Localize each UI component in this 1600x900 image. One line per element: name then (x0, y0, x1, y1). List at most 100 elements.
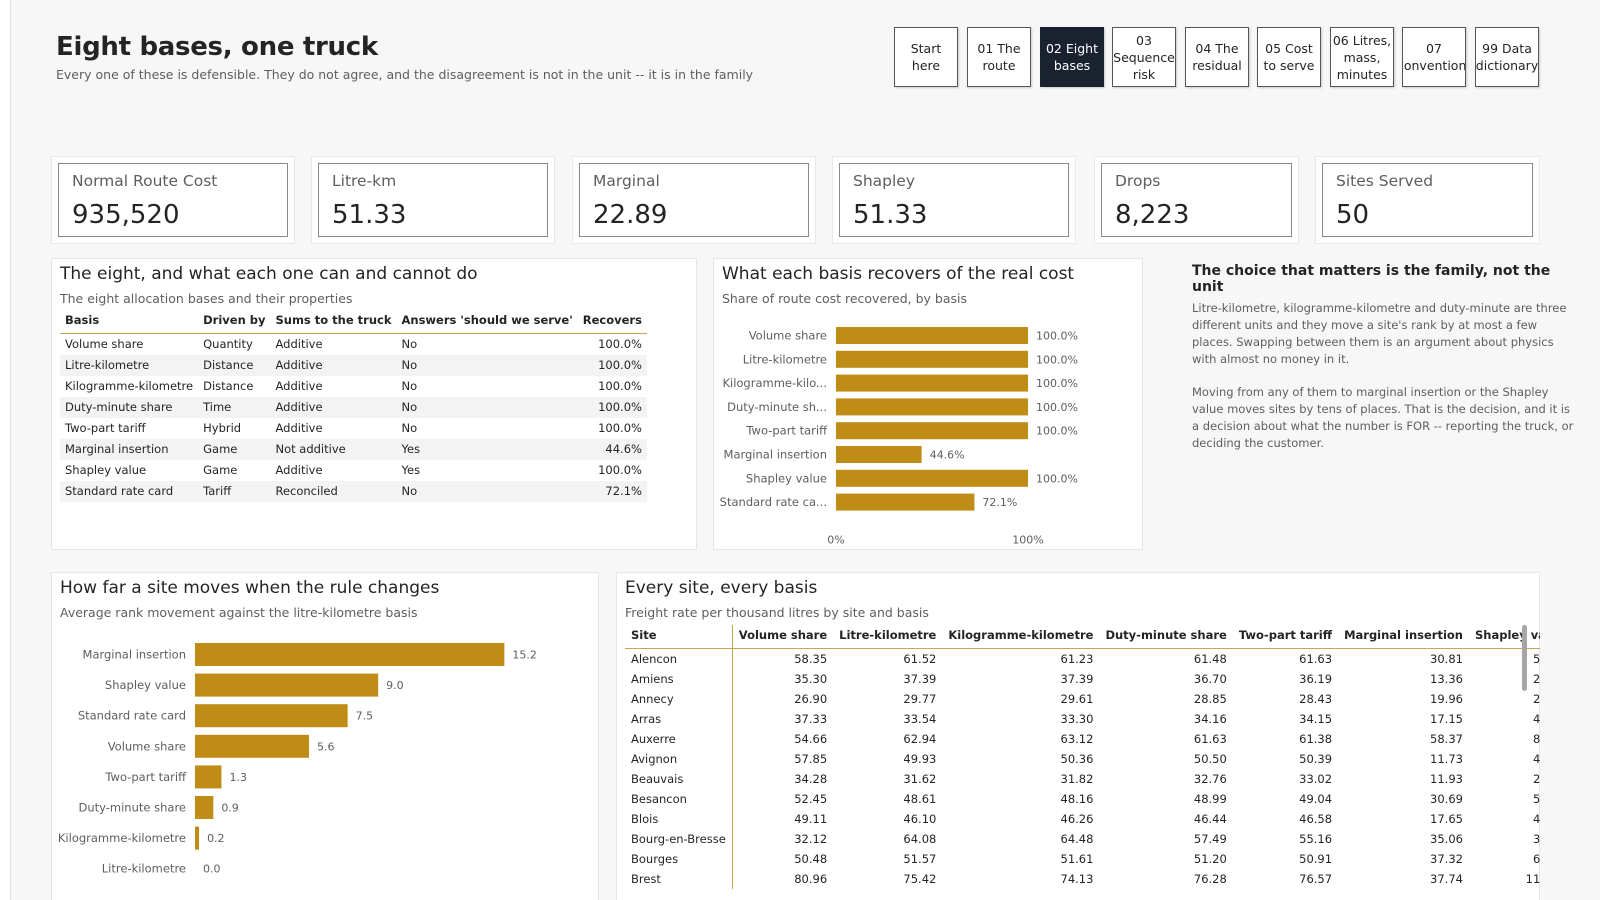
column-header-sums-to-the-truck[interactable]: Sums to the truck (270, 309, 397, 334)
rate-cell: 31.62 (903, 771, 937, 786)
column-header-shapley-value[interactable]: Shapley value (1468, 625, 1540, 649)
nav-button-03-sequence-risk[interactable]: 03 Sequence risk (1112, 27, 1176, 87)
column-header-duty-minute-share[interactable]: Duty-minute share (1099, 625, 1233, 649)
rate-cell: 50.91 (1299, 851, 1333, 866)
nav-button-start-here[interactable]: Start here (894, 27, 958, 87)
nav-button-07-conventions[interactable]: 07 Conventions (1402, 27, 1466, 87)
site-name-cell: Bourg-en-Bresse (625, 828, 733, 849)
kpi-card-frame: Normal Route Cost 935,520 (58, 163, 288, 237)
table-cell: Distance (203, 379, 254, 393)
recover-bar-chart: Volume share 100.0% Litre-kilometre 100.0% K… (720, 327, 1078, 546)
rate-cell: 85.92 (1532, 731, 1540, 746)
data-label: 100.0% (1036, 377, 1078, 390)
rate-cell: 29.57 (1532, 671, 1540, 686)
table-cell: Hybrid (203, 421, 242, 435)
column-header-litre-kilometre[interactable]: Litre-kilometre (833, 625, 943, 649)
nav-button-02-eight-bases[interactable]: 02 Eight bases (1040, 27, 1104, 87)
rate-cell: 34.28 (794, 771, 828, 786)
bar-litre-kilometre (836, 350, 1028, 368)
category-label: Two-part tariff (745, 424, 828, 438)
table-row: Two-part tariff Hybrid Additive No 100.0% (60, 418, 647, 439)
site-name-cell: Alencon (625, 648, 733, 669)
column-header-basis[interactable]: Basis (60, 309, 199, 334)
table-row: Kilogramme-kilometre Distance Additive No 10… (60, 376, 647, 397)
rate-cell: 50.50 (1193, 751, 1227, 766)
column-header-site[interactable]: Site (625, 625, 733, 649)
data-label: 100.0% (1036, 425, 1078, 438)
data-label: 72.1% (982, 496, 1017, 509)
category-label: Shapley value (746, 471, 827, 485)
table-cell: Kilogramme-kilometre (65, 379, 194, 393)
table-cell: Shapley value (65, 463, 147, 477)
rate-cell: 55.16 (1299, 831, 1333, 846)
column-header-driven-by[interactable]: Driven by (198, 309, 271, 334)
nav-button-06-litres-mass-minutes[interactable]: 06 Litres, mass, minutes (1330, 27, 1394, 87)
bar-kilogramme-kilo (836, 374, 1028, 392)
rate-cell: 36.19 (1299, 671, 1333, 686)
rate-cell: 20.89 (1532, 771, 1540, 786)
kpi-card-frame: Shapley 51.33 (839, 163, 1069, 237)
recover-chart-subtitle: Share of route cost recovered, by basis (722, 291, 967, 306)
sites-table-viewport[interactable]: Site Volume share Litre-kilometre Kilogramm… (625, 625, 1540, 890)
note-paragraph-1: Litre-kilometre, kilogramme-kilometre an… (1192, 301, 1567, 366)
rate-cell: 61.23 (1060, 651, 1094, 666)
table-row: Bourges 50.48 51.57 51.61 51.20 50.91 37.32 66.… (625, 848, 1540, 869)
table-cell: Quantity (203, 337, 253, 352)
properties-card-title: The eight, and what each one can and can… (60, 264, 478, 284)
column-header-recovers[interactable]: Recovers (577, 309, 647, 334)
rate-cell: 58.35 (794, 651, 828, 666)
rate-cell: 35.06 (1430, 831, 1463, 846)
rate-cell: 74.13 (1060, 871, 1094, 886)
rate-cell: 48.99 (1193, 791, 1227, 806)
narrative-note: The choice that matters is the family, n… (1192, 263, 1574, 468)
table-cell: Game (203, 463, 238, 477)
rate-cell: 46.44 (1193, 811, 1227, 826)
category-label: Shapley value (105, 678, 186, 692)
table-cell: Marginal insertion (60, 438, 199, 460)
rate-cell: 37.32 (1430, 851, 1463, 866)
table-cell: Yes (396, 438, 578, 460)
rate-cell: 57.85 (794, 751, 828, 766)
bar-two-part-tariff (195, 765, 222, 789)
rate-cell: 46.04 (1532, 751, 1540, 766)
sites-table: Site Volume share Litre-kilometre Kilogramm… (625, 625, 1540, 889)
note-paragraph-2: Moving from any of them to marginal inse… (1192, 385, 1574, 450)
category-label: Volume share (108, 739, 186, 753)
kpi-label: Normal Route Cost (72, 172, 218, 190)
table-cell: Reconciled (270, 480, 397, 502)
table-cell: 44.6% (577, 438, 647, 460)
data-label: 5.6 (317, 740, 335, 753)
table-row: Litre-kilometre Distance Additive No 100.0% (60, 354, 647, 376)
kpi-value: 50 (1336, 200, 1370, 230)
kpi-label: Marginal (593, 172, 660, 190)
column-header-kilogramme-kilometre[interactable]: Kilogramme-kilometre (942, 625, 1100, 649)
rate-cell: 30.69 (1430, 791, 1463, 806)
table-cell: No (401, 421, 418, 435)
rate-cell: 50.48 (794, 851, 828, 866)
nav-button-01-the-route[interactable]: 01 The route (967, 27, 1031, 87)
table-cell: Additive (270, 396, 397, 418)
x-tick-label: 0% (827, 533, 844, 546)
movement-chart-title: How far a site moves when the rule chang… (60, 578, 440, 598)
nav-button-04-the-residual[interactable]: 04 The residual (1185, 27, 1249, 87)
data-label: 100.0% (1036, 353, 1078, 366)
column-header-marginal-insertion[interactable]: Marginal insertion (1338, 625, 1469, 649)
table-cell: Additive (275, 337, 323, 352)
rate-cell: 37.39 (903, 671, 937, 686)
category-label: Kilogramme-kilometre (58, 831, 186, 845)
site-name-cell: Amiens (625, 668, 733, 689)
rate-cell: 28.85 (1193, 691, 1227, 706)
category-label: Litre-kilometre (102, 862, 186, 876)
column-header-answers-should-we-serve[interactable]: Answers 'should we serve' (396, 309, 578, 334)
table-row: Shapley value Game Additive Yes 100.0% (60, 460, 647, 481)
nav-button-99-data-dictionary[interactable]: 99 Data dictionary (1475, 27, 1539, 87)
page-subtitle: Every one of these is defensible. They d… (56, 67, 754, 82)
rate-cell: 58.37 (1430, 731, 1463, 746)
movement-chart-card: How far a site moves when the rule chang… (51, 572, 599, 900)
kpi-card-shapley: Shapley 51.33 (832, 156, 1076, 244)
vertical-scrollbar[interactable] (1522, 625, 1527, 691)
rate-cell: 66.29 (1532, 851, 1540, 866)
column-header-volume-share[interactable]: Volume share (732, 625, 834, 649)
column-header-two-part-tariff[interactable]: Two-part tariff (1232, 625, 1339, 649)
nav-button-05-cost-to-serve[interactable]: 05 Cost to serve (1257, 27, 1321, 87)
